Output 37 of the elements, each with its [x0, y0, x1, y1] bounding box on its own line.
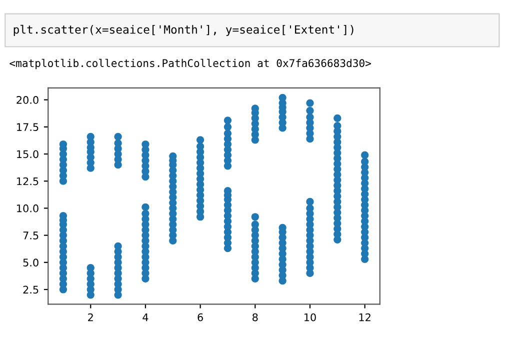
y-tick-label: 15.0 [17, 150, 38, 158]
point [224, 130, 232, 138]
point [142, 203, 150, 211]
point [306, 106, 314, 114]
y-tick-label: 5.0 [23, 258, 38, 267]
point [142, 210, 150, 218]
point [306, 113, 314, 121]
x-tick-label: 6 [198, 313, 203, 322]
text: <matplotlib.collections.PathCollection at 0x7fa636683d30> [10, 58, 371, 70]
point [251, 220, 259, 228]
point [114, 242, 122, 250]
y-tick-label: 10.0 [17, 204, 38, 212]
point [196, 142, 204, 150]
x-tick-label: 4 [142, 313, 148, 322]
point [224, 116, 232, 124]
point [224, 123, 232, 131]
point [361, 151, 369, 159]
x-tick-label: 12 [359, 313, 370, 322]
point [114, 139, 122, 147]
x-tick-label: 10 [304, 313, 316, 322]
point [278, 94, 286, 102]
point [114, 132, 122, 140]
y-tick-label: 12.5 [17, 177, 38, 186]
text: plt.scatter(x=seaice['Month'], y=seaice['Extent']) [14, 24, 354, 36]
y-tick-label: 7.5 [23, 232, 38, 240]
y-tick-label: 20.0 [16, 96, 38, 104]
point [306, 99, 314, 107]
point [86, 132, 94, 140]
point [334, 114, 342, 122]
point [196, 136, 204, 144]
x-tick-label: 2 [88, 313, 93, 322]
point [361, 158, 369, 166]
y-tick-label: 17.5 [17, 123, 38, 132]
x-tick-label: 8 [252, 313, 258, 322]
point [306, 198, 314, 206]
point [251, 213, 259, 221]
y-tick-label: 2.5 [23, 286, 38, 294]
